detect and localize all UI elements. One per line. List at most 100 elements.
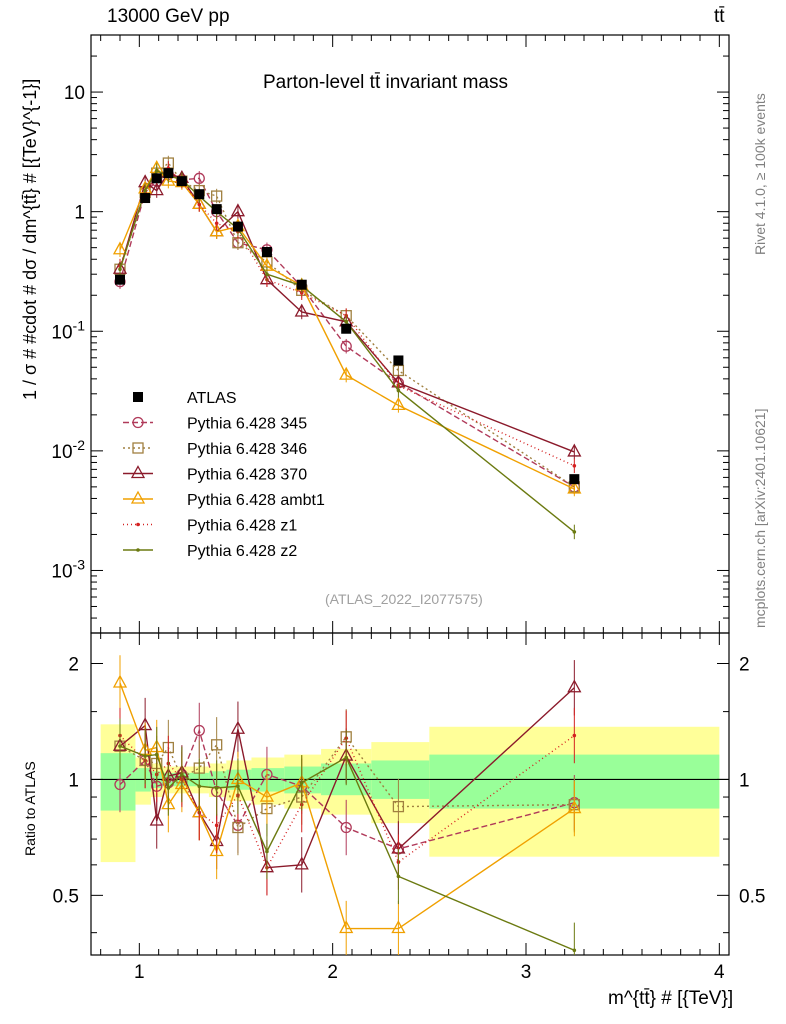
series-point	[230, 203, 246, 217]
chart-title: Parton-level tt̄ invariant mass	[263, 72, 508, 93]
atlas-data-point	[393, 355, 404, 366]
ratio-point	[339, 920, 354, 934]
ratio-tick-label-right: 1	[739, 770, 750, 791]
rivet-label: Rivet 4.1.0, ≥ 100k events	[752, 93, 768, 255]
series-point	[344, 319, 349, 324]
atlas-data-point	[115, 274, 125, 285]
atlas-data-point	[232, 221, 243, 232]
x-tick-label: 3	[521, 962, 532, 983]
ratio-series-group	[112, 655, 582, 955]
legend-label: Pythia 6.428 346	[187, 441, 307, 458]
ratio-point	[230, 720, 246, 734]
ratio-point	[259, 788, 275, 802]
series-point	[211, 190, 223, 202]
series-point	[161, 172, 176, 186]
series-point	[118, 267, 122, 272]
y-tick-exponent: -1	[73, 317, 86, 333]
legend-marker	[136, 522, 140, 527]
atlas-data-point	[163, 168, 174, 179]
legend-marker	[132, 442, 144, 454]
atlas-data-point	[261, 246, 272, 257]
series-point	[193, 172, 205, 184]
y-tick-label: 10-3	[51, 556, 85, 582]
series-point	[294, 303, 309, 317]
series-point	[340, 340, 352, 352]
ratio-point	[143, 754, 147, 758]
ratio-point	[236, 784, 240, 789]
atlas-data-point	[341, 323, 352, 334]
energy-label: 13000 GeV pp	[107, 6, 230, 27]
legend-label: ATLAS	[187, 390, 237, 407]
ratio-point	[154, 752, 159, 757]
series-point	[572, 464, 577, 468]
series-line	[119, 172, 575, 453]
ratio-point	[265, 849, 269, 854]
ratio-point	[567, 800, 582, 814]
series-point	[567, 443, 582, 457]
series-point	[112, 241, 128, 255]
legend-label: Pythia 6.428 370	[187, 467, 307, 484]
x-axis-label: m^{tt̄} # [{TeV}]	[608, 988, 734, 1009]
y-tick-exponent: -2	[73, 437, 86, 453]
series-point	[143, 188, 147, 193]
ratio-point	[180, 772, 184, 777]
atlas-data-point	[176, 176, 187, 187]
ratio-band-inner	[100, 753, 136, 811]
ratio-point	[396, 874, 401, 879]
ratio-point	[340, 821, 352, 834]
legend-label: Pythia 6.428 ambt1	[187, 492, 325, 509]
ratio-point	[166, 786, 171, 790]
main-series-group	[112, 155, 582, 540]
series-point	[209, 223, 224, 237]
y-tick-label: 10-2	[51, 437, 85, 463]
ratio-point	[193, 724, 205, 737]
ratio-point	[214, 786, 219, 790]
series-point	[265, 272, 269, 277]
atlas-data-point	[194, 189, 205, 200]
atlas-data-point	[151, 173, 162, 184]
ratio-point	[344, 755, 349, 760]
series-point	[396, 388, 401, 393]
y-axis-label: 1 / σ # #cdot # dσ / dm^{tt̄} # [{TeV}^{…	[20, 78, 40, 400]
ratio-point	[112, 674, 128, 688]
mcplots-label: mcplots.cern.ch [arXiv:2401.10621]	[752, 408, 768, 628]
ratio-tick-label: 2	[68, 654, 79, 675]
legend-marker	[130, 490, 146, 504]
ratio-point	[572, 948, 577, 953]
y-tick-exponent: -3	[73, 556, 86, 572]
ratio-tick-label-right: 2	[739, 654, 750, 675]
series-point	[197, 202, 202, 207]
ratio-tick-label: 0.5	[53, 886, 79, 907]
y-tick-label: 10-1	[51, 317, 85, 343]
ratio-point	[114, 778, 126, 791]
atlas-data-point	[296, 279, 307, 290]
series-point	[567, 480, 582, 494]
series-point	[154, 168, 159, 173]
analysis-id: (ATLAS_2022_I2077575)	[325, 591, 483, 607]
ratio-point	[391, 920, 406, 934]
ratio-point	[572, 733, 577, 738]
y-tick-label: 1	[74, 203, 85, 224]
ratio-axis-label: Ratio to ATLAS	[22, 761, 38, 856]
atlas-data-point	[569, 474, 580, 485]
legend-marker	[132, 416, 144, 429]
ratio-point	[211, 739, 223, 751]
ratio-point	[567, 679, 582, 693]
legend-marker	[130, 465, 146, 479]
series-point	[572, 530, 577, 534]
ratio-point	[118, 744, 122, 748]
x-tick-label: 1	[134, 962, 145, 983]
atlas-data-point	[211, 204, 222, 215]
ratio-point	[197, 784, 202, 789]
process-label: tt̄	[714, 6, 725, 27]
x-tick-label: 2	[327, 962, 338, 983]
series-point	[214, 221, 219, 226]
series-point	[149, 182, 164, 196]
ratio-point	[299, 780, 304, 785]
series-point	[391, 397, 406, 411]
legend-label: Pythia 6.428 345	[187, 416, 307, 433]
legend-marker	[133, 392, 143, 402]
ratio-point	[209, 843, 224, 857]
ratio-point	[149, 812, 164, 826]
